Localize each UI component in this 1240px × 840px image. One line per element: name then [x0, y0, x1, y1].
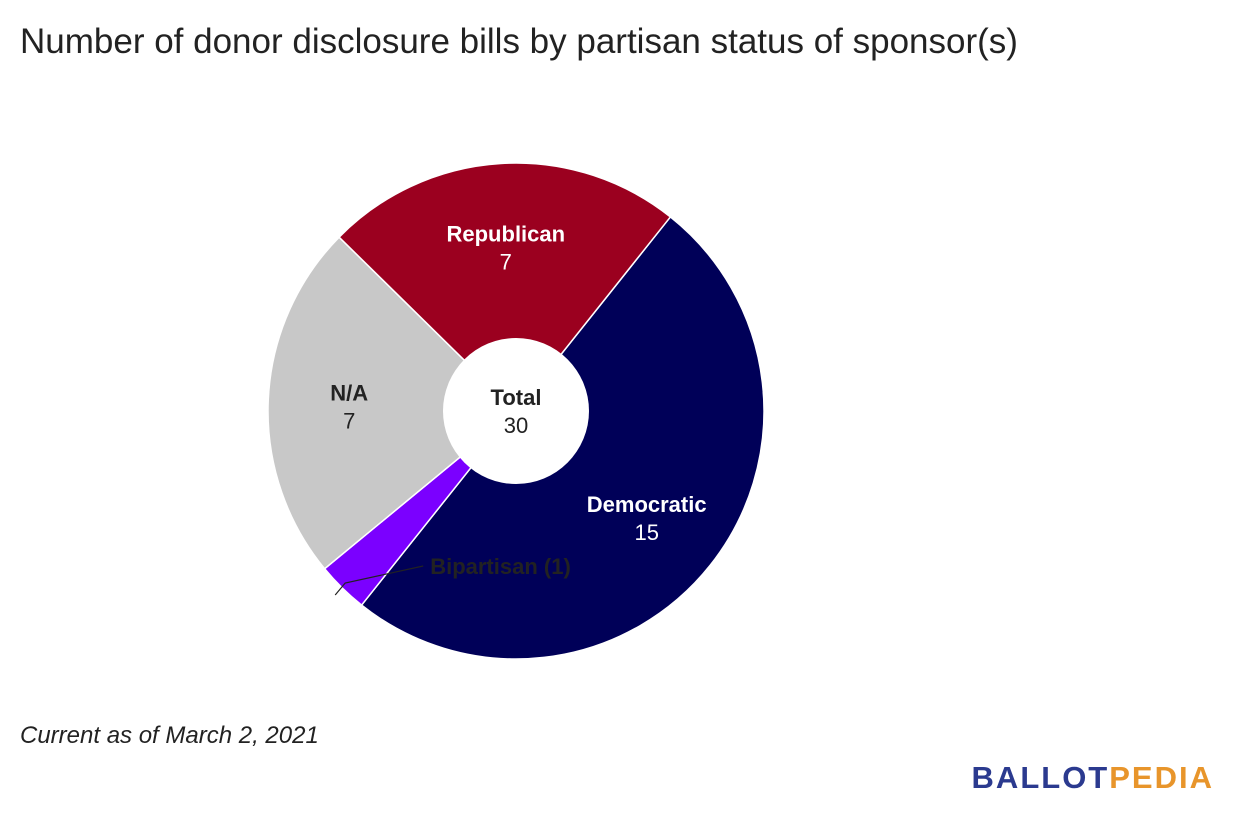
center-value: 30: [504, 413, 528, 438]
slice-n-a: [267, 236, 518, 570]
slice-label-n-a: N/A: [330, 381, 368, 406]
slice-label-republican: Republican: [447, 221, 566, 246]
chart-title: Number of donor disclosure bills by part…: [20, 22, 1018, 61]
ballotpedia-logo: BALLOTPEDIA: [972, 760, 1214, 796]
slice-republican: [338, 162, 672, 413]
center-label: Total: [491, 385, 542, 410]
callout-label-bipartisan: Bipartisan (1): [430, 554, 571, 579]
slice-value-republican: 7: [500, 249, 512, 274]
slice-value-democratic: 15: [634, 520, 658, 545]
donut-hole: [443, 338, 589, 484]
slice-label-democratic: Democratic: [587, 492, 707, 517]
slice-value-n-a: 7: [343, 409, 355, 434]
logo-part-ballot: BALLOT: [971, 760, 1110, 795]
footnote: Current as of March 2, 2021: [20, 722, 319, 749]
callout-line-bipartisan: [334, 565, 424, 596]
logo-part-pedia: PEDIA: [1109, 760, 1214, 795]
labels-group: Democratic 15 Bipartisan (1) N/A 7 Republican…: [330, 221, 707, 596]
